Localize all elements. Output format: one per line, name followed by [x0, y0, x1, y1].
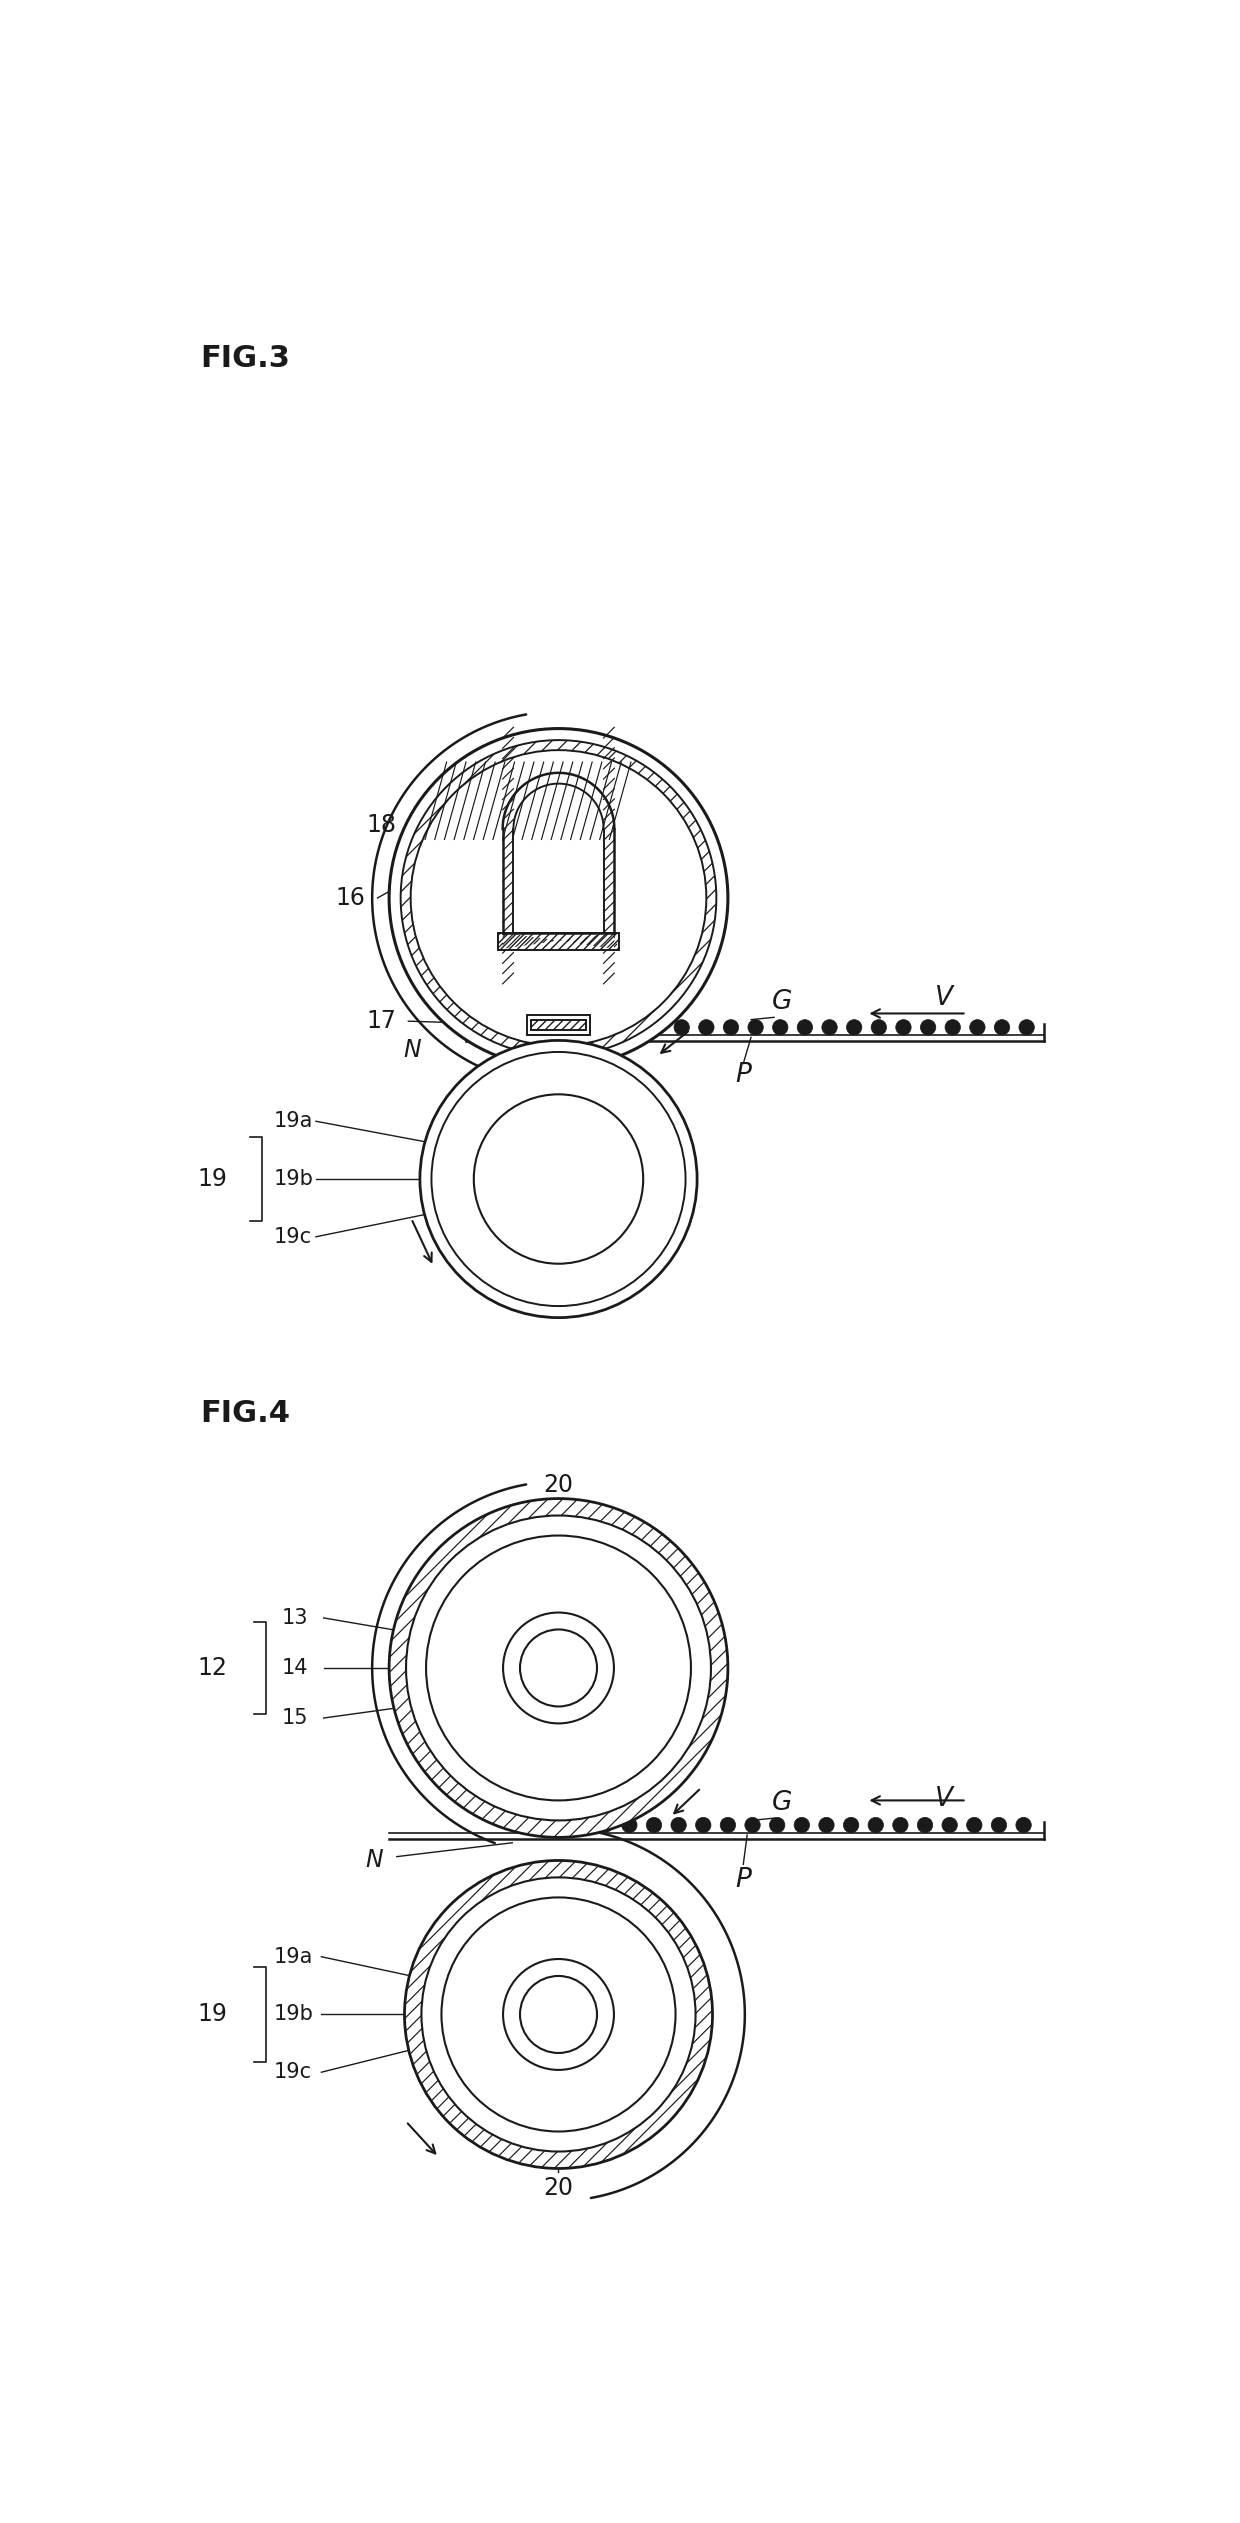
Text: 16: 16	[336, 886, 366, 911]
Circle shape	[945, 1019, 961, 1034]
Text: 19: 19	[197, 1168, 227, 1191]
Text: FIG.3: FIG.3	[201, 346, 290, 373]
Circle shape	[404, 1859, 713, 2167]
Circle shape	[422, 1877, 696, 2152]
Circle shape	[575, 1019, 590, 1034]
Text: 18: 18	[366, 812, 397, 838]
Circle shape	[723, 1019, 739, 1034]
Text: 12: 12	[197, 1655, 227, 1680]
Circle shape	[389, 1499, 728, 1837]
Text: FIG.4: FIG.4	[201, 1400, 290, 1428]
Text: G: G	[771, 989, 792, 1014]
Text: 19b: 19b	[274, 2003, 314, 2023]
Text: 17: 17	[367, 1009, 397, 1034]
Circle shape	[698, 1019, 714, 1034]
Circle shape	[520, 1976, 596, 2054]
Text: N: N	[365, 1849, 382, 1872]
Text: 19c: 19c	[274, 2061, 311, 2081]
Circle shape	[748, 1019, 764, 1034]
Text: 13: 13	[281, 1607, 308, 1627]
Circle shape	[503, 1612, 614, 1723]
Text: 19b: 19b	[274, 1168, 314, 1188]
Bar	[497, 934, 619, 949]
Text: G: G	[771, 1789, 792, 1817]
Bar	[527, 1014, 590, 1034]
Text: P: P	[735, 1062, 751, 1087]
Text: 19c: 19c	[274, 1226, 311, 1246]
Circle shape	[621, 1817, 637, 1832]
Circle shape	[503, 1958, 614, 2069]
Circle shape	[474, 1095, 644, 1264]
Circle shape	[773, 1019, 787, 1034]
Circle shape	[822, 1019, 837, 1034]
FancyBboxPatch shape	[513, 800, 604, 934]
Circle shape	[600, 1019, 615, 1034]
Circle shape	[970, 1019, 985, 1034]
Circle shape	[625, 1019, 640, 1034]
Circle shape	[991, 1817, 1007, 1832]
Text: 14: 14	[281, 1658, 308, 1678]
Polygon shape	[497, 934, 502, 949]
Circle shape	[432, 1052, 686, 1307]
Circle shape	[671, 1817, 686, 1832]
Circle shape	[650, 1019, 665, 1034]
Text: 19a: 19a	[274, 1948, 312, 1968]
Circle shape	[405, 1516, 711, 1822]
Text: 15: 15	[281, 1708, 308, 1728]
Text: 20: 20	[543, 2175, 573, 2200]
Circle shape	[646, 1817, 662, 1832]
Circle shape	[967, 1817, 982, 1832]
Text: 19a: 19a	[274, 1110, 312, 1130]
Circle shape	[872, 1019, 887, 1034]
Circle shape	[427, 1537, 691, 1801]
Circle shape	[675, 1019, 689, 1034]
Circle shape	[401, 739, 717, 1055]
Circle shape	[520, 1630, 596, 1706]
Circle shape	[410, 749, 707, 1047]
Circle shape	[1016, 1817, 1032, 1832]
Circle shape	[942, 1817, 957, 1832]
Circle shape	[818, 1817, 835, 1832]
Circle shape	[596, 1817, 613, 1832]
Text: 20: 20	[543, 1473, 573, 1496]
Circle shape	[441, 1897, 676, 2132]
Circle shape	[994, 1019, 1009, 1034]
Circle shape	[720, 1817, 735, 1832]
Circle shape	[868, 1817, 883, 1832]
Polygon shape	[614, 934, 619, 949]
Circle shape	[745, 1817, 760, 1832]
Circle shape	[794, 1817, 810, 1832]
Text: V: V	[935, 1786, 952, 1812]
Circle shape	[389, 729, 728, 1067]
Circle shape	[420, 1039, 697, 1317]
Text: N: N	[403, 1039, 422, 1062]
Circle shape	[797, 1019, 812, 1034]
Text: P: P	[735, 1867, 751, 1892]
Circle shape	[847, 1019, 862, 1034]
Circle shape	[918, 1817, 932, 1832]
Circle shape	[1019, 1019, 1034, 1034]
Circle shape	[843, 1817, 859, 1832]
Bar	[531, 1019, 587, 1029]
Circle shape	[770, 1817, 785, 1832]
Circle shape	[893, 1817, 908, 1832]
Circle shape	[920, 1019, 936, 1034]
Circle shape	[551, 1019, 567, 1034]
Text: V: V	[935, 984, 952, 1012]
Circle shape	[696, 1817, 711, 1832]
Circle shape	[895, 1019, 911, 1034]
Text: 11: 11	[513, 759, 543, 782]
Text: 19: 19	[197, 2003, 227, 2026]
